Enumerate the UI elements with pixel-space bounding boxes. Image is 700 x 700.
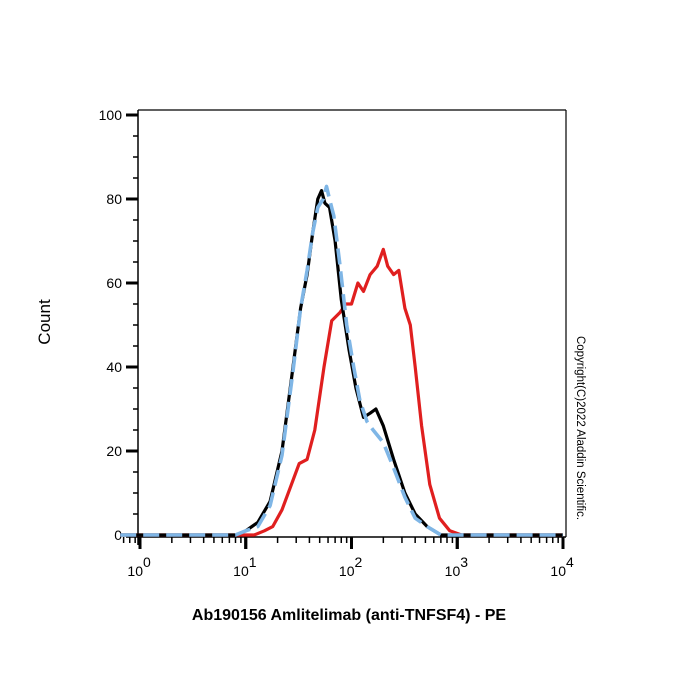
red-sample-curve	[120, 247, 563, 537]
x-tick-label: 10	[127, 563, 143, 579]
x-axis-label: Ab190156 Amlitelimab (anti-TNFSF4) - PE	[192, 607, 506, 624]
y-axis-label: Count	[35, 299, 54, 345]
y-tick-label: 100	[99, 107, 123, 123]
copyright-annotation: Copyright(C)2022 Aladdin Scientific.	[574, 336, 586, 520]
y-tick-label: 20	[106, 443, 122, 459]
x-tick-label: 10	[550, 563, 566, 579]
blue-isotype-curve	[120, 184, 563, 537]
y-tick-label: 0	[114, 527, 122, 543]
x-tick-exponent: 2	[355, 554, 363, 570]
y-tick-label: 60	[106, 275, 122, 291]
series-layer	[120, 184, 563, 537]
y-axis: 0 20 40 60 80 100	[99, 107, 139, 545]
y-tick-label: 40	[106, 359, 122, 375]
x-tick-label: 10	[445, 563, 461, 579]
x-tick-exponent: 3	[460, 554, 468, 570]
x-tick-label: 10	[233, 563, 249, 579]
black-control-curve	[120, 189, 563, 537]
plot-frame	[138, 109, 567, 537]
y-tick-label: 80	[106, 191, 122, 207]
x-tick-exponent: 0	[143, 554, 151, 570]
x-tick-exponent: 1	[249, 554, 257, 570]
x-tick-label: 10	[339, 563, 355, 579]
x-tick-exponent: 4	[566, 554, 574, 570]
